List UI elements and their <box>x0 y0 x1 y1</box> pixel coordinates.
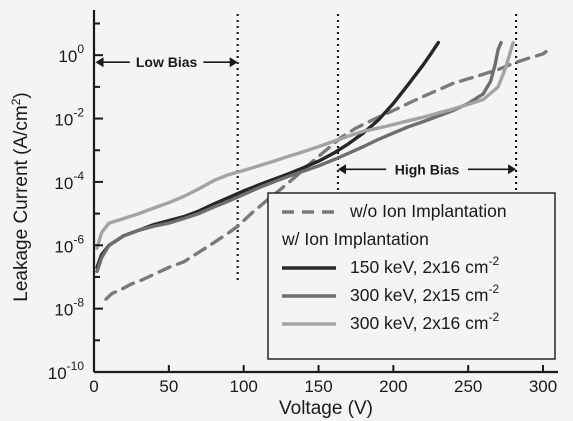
annotation-1: High Bias <box>337 159 517 180</box>
annotation-arrowhead-left-1 <box>337 164 346 175</box>
x-tick-label-6: 300 <box>529 377 557 396</box>
y-tick-label-5: 10-10 <box>48 359 85 383</box>
legend-label-3: 300 keV, 2x16 cm-2 <box>350 310 499 333</box>
annotation-label-1: High Bias <box>395 161 460 177</box>
y-tick-label-2: 10-4 <box>54 169 84 193</box>
x-axis-title: Voltage (V) <box>279 398 373 419</box>
annotation-arrowhead-right-1 <box>508 164 517 175</box>
x-tick-label-5: 250 <box>454 377 482 396</box>
x-tick-label-3: 150 <box>304 377 332 396</box>
legend-label-2: 300 keV, 2x15 cm-2 <box>350 282 499 305</box>
annotation-group: Low Bias High Bias <box>95 52 517 180</box>
plot-area <box>236 14 518 282</box>
series-group <box>95 40 548 301</box>
series-line-3 <box>95 40 515 250</box>
x-tick-label-1: 50 <box>159 377 178 396</box>
x-tick-label-2: 100 <box>229 377 257 396</box>
legend-label-1: 150 keV, 2x16 cm-2 <box>350 254 499 277</box>
y-axis-title: Leakage Current (A/cm2) <box>9 92 32 301</box>
legend: w/o Ion Implantation w/ Ion Implantation 1… <box>267 192 556 360</box>
y-tick-label-1: 10-2 <box>54 106 84 130</box>
x-tick-label-4: 200 <box>379 377 407 396</box>
annotation-label-bg-0 <box>129 52 204 73</box>
y-tick-label-3: 10-6 <box>54 232 84 256</box>
annotation-label-0: Low Bias <box>136 54 198 70</box>
annotation-0: Low Bias <box>95 52 238 73</box>
annotation-label-bg-1 <box>386 159 468 180</box>
annotation-arrowhead-right-0 <box>229 57 238 68</box>
legend-label-0: w/o Ion Implantation <box>349 201 507 221</box>
y-tick-label-0: 100 <box>58 42 84 66</box>
axis-group: 0 50 100 150 200 250 300 100 10-2 10-4 10-6 10-8 10-… <box>9 10 558 419</box>
legend-box <box>267 192 556 360</box>
x-tick-label-0: 0 <box>89 377 98 396</box>
y-tick-label-4: 10-8 <box>54 296 84 320</box>
legend-header: w/ Ion Implantation <box>281 229 429 249</box>
annotation-arrowhead-left-0 <box>95 57 104 68</box>
